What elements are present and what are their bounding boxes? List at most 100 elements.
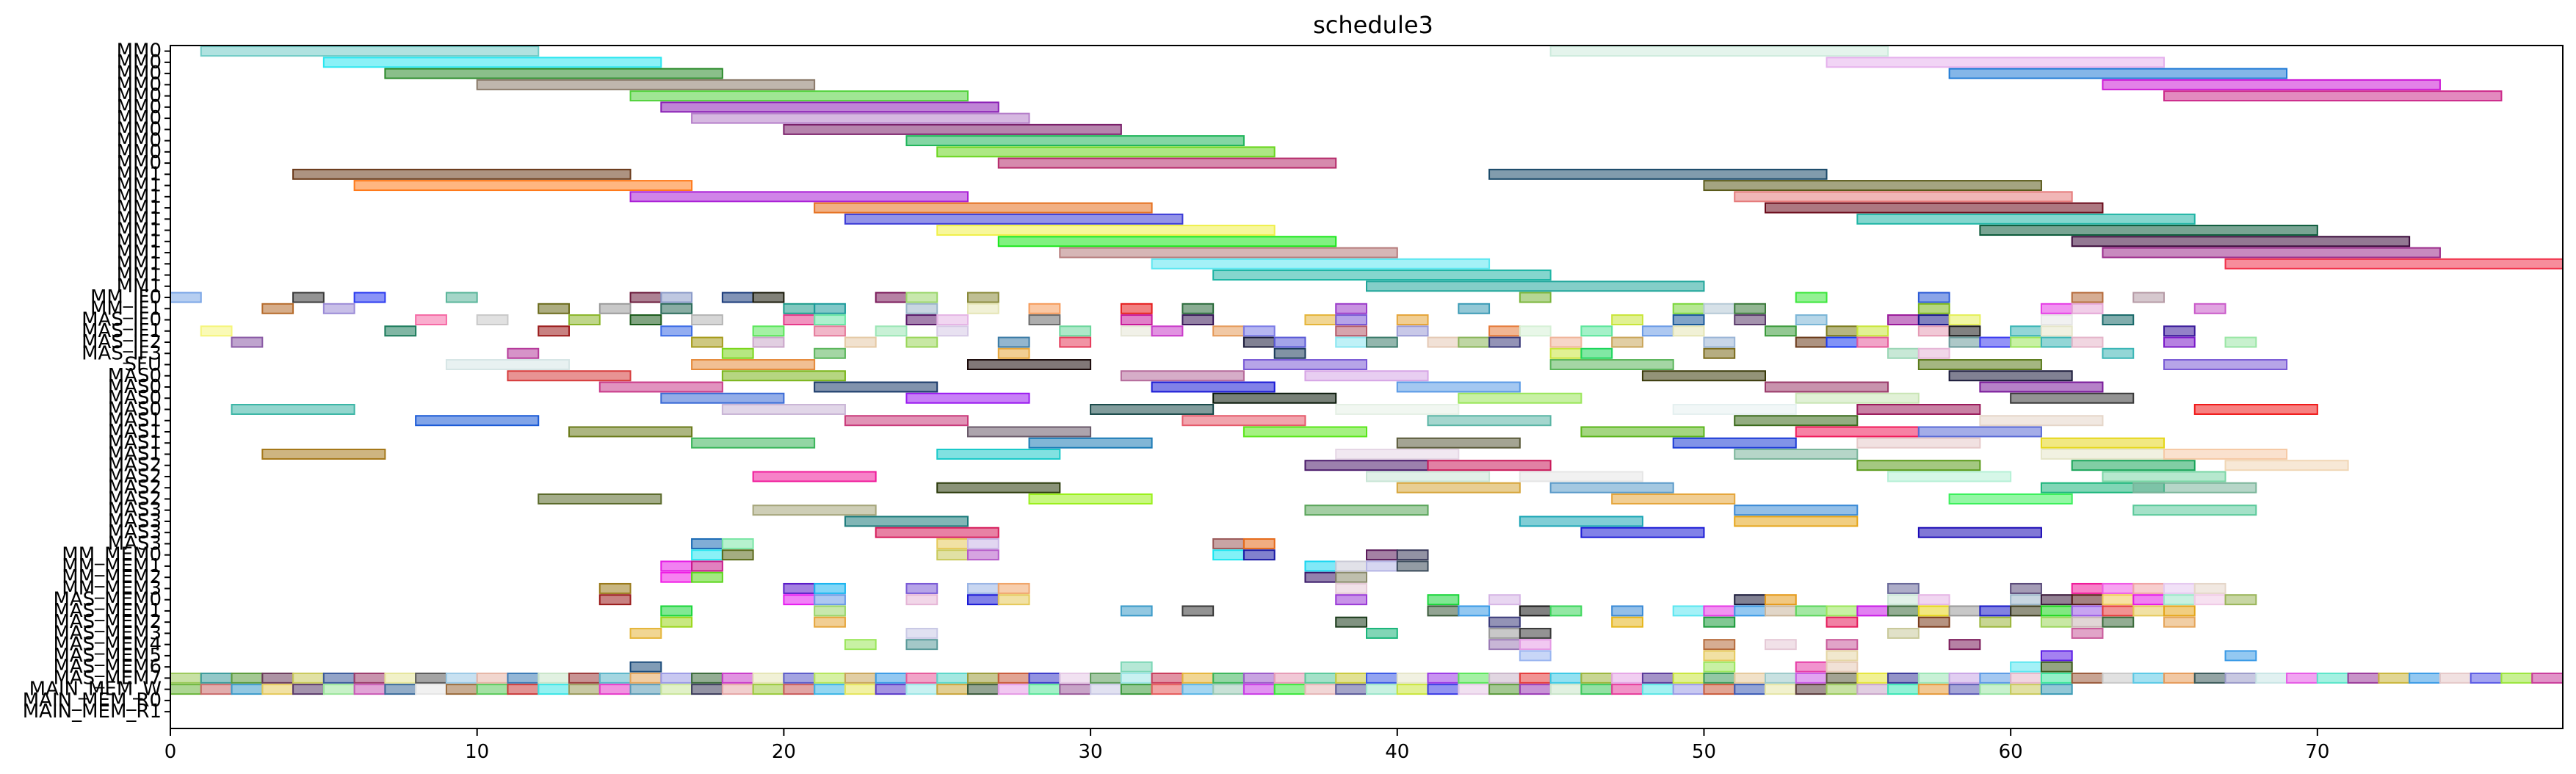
task-bar xyxy=(2071,292,2104,303)
y-tick-label: MM0 xyxy=(117,40,162,62)
task-bar xyxy=(1703,639,1736,651)
task-bar xyxy=(1273,347,1306,359)
task-bar xyxy=(1549,482,1674,493)
task-bar xyxy=(752,504,877,516)
task-bar xyxy=(1856,672,1889,684)
task-bar xyxy=(1734,314,1766,326)
task-bar xyxy=(752,684,785,695)
task-bar xyxy=(1765,381,1889,393)
task-bar xyxy=(2500,672,2533,684)
task-bar xyxy=(2102,594,2135,606)
task-bar xyxy=(721,538,754,549)
task-bar xyxy=(629,90,969,102)
task-bar xyxy=(936,482,1061,493)
task-bar xyxy=(200,46,540,57)
task-bar xyxy=(598,303,632,314)
task-bar xyxy=(1488,616,1521,628)
task-bar xyxy=(415,415,540,427)
task-bar xyxy=(1917,347,1950,359)
task-bar xyxy=(629,314,662,326)
task-bar xyxy=(1856,460,1981,471)
task-bar xyxy=(538,493,662,504)
y-tick-label: MAS_MEM2 xyxy=(53,611,162,633)
task-bar xyxy=(2193,303,2226,314)
task-bar xyxy=(1335,336,1367,348)
y-tick-label: MAS2 xyxy=(108,477,162,499)
task-bar xyxy=(2040,336,2073,348)
x-axis-ticks: 0 10 20 30 40 50 60 70 xyxy=(164,728,2329,763)
task-bar xyxy=(1549,347,1582,359)
chart-title: schedule3 xyxy=(1313,11,1433,39)
task-bar xyxy=(1458,303,1491,314)
task-bar xyxy=(1182,314,1215,326)
task-bar xyxy=(1090,672,1122,684)
task-bar xyxy=(1059,336,1092,348)
task-bar xyxy=(1765,684,1797,695)
task-bar xyxy=(2071,594,2104,606)
task-bar xyxy=(1948,68,2288,79)
task-bar xyxy=(1242,538,1276,549)
y-tick-label: MAS3 xyxy=(108,521,162,543)
task-bar xyxy=(967,594,999,606)
task-bar xyxy=(415,672,447,684)
task-bar xyxy=(1795,672,1828,684)
y-tick-label: MM1 xyxy=(117,220,162,242)
task-bar xyxy=(1458,684,1491,695)
task-bar xyxy=(1519,639,1552,651)
task-bar xyxy=(936,549,969,561)
y-tick-label: MM_MEM0 xyxy=(62,544,162,566)
task-bar xyxy=(1304,684,1337,695)
task-bar xyxy=(1519,650,1552,662)
task-bar xyxy=(200,325,233,337)
task-bar xyxy=(2010,684,2042,695)
task-bar xyxy=(844,336,877,348)
task-bar xyxy=(1366,672,1398,684)
task-bar xyxy=(721,684,754,695)
task-bar xyxy=(2163,582,2196,594)
y-tick-label: MAS_IF0 xyxy=(82,309,162,331)
y-tick-label: MM_IF0 xyxy=(90,286,162,308)
task-bar xyxy=(967,538,999,549)
task-bar xyxy=(814,202,1153,214)
task-bar xyxy=(507,684,540,695)
task-bar xyxy=(1458,336,1491,348)
x-tick-label: 50 xyxy=(1692,741,1716,763)
task-bar xyxy=(538,684,571,695)
task-bar xyxy=(660,325,693,337)
task-bar xyxy=(691,359,816,370)
task-bar xyxy=(2163,325,2196,337)
task-bar xyxy=(1887,582,1920,594)
task-bar xyxy=(1488,336,1521,348)
task-bar xyxy=(1765,639,1797,651)
task-bar xyxy=(1826,650,1859,662)
task-bar xyxy=(1212,672,1245,684)
task-bar xyxy=(905,594,938,606)
task-bar xyxy=(660,303,693,314)
y-tick-label: MAS3 xyxy=(108,510,162,532)
task-bar xyxy=(292,684,325,695)
y-tick-label: MM_IF1 xyxy=(90,297,162,319)
task-bar xyxy=(1917,303,1950,314)
y-tick-label: MAS1 xyxy=(108,410,162,432)
task-bar xyxy=(783,123,1122,135)
task-bar xyxy=(1611,684,1643,695)
task-bar xyxy=(1672,684,1705,695)
task-bar xyxy=(783,314,816,326)
task-bar xyxy=(2010,336,2042,348)
task-bar xyxy=(1242,359,1368,370)
task-bar xyxy=(905,292,938,303)
task-bar xyxy=(997,672,1030,684)
task-bar xyxy=(2132,482,2257,493)
task-bar xyxy=(660,616,693,628)
task-bar xyxy=(1427,684,1460,695)
task-bar xyxy=(905,303,938,314)
task-bar xyxy=(1826,684,1859,695)
task-bar xyxy=(1703,180,2042,192)
task-bar xyxy=(967,426,1092,438)
task-bar xyxy=(936,146,1276,158)
task-bar xyxy=(1917,605,1950,617)
y-tick-label: MM1 xyxy=(117,163,162,185)
task-bar xyxy=(1151,381,1276,393)
task-bar xyxy=(2071,460,2196,471)
y-tick-label: MM0 xyxy=(117,85,162,107)
